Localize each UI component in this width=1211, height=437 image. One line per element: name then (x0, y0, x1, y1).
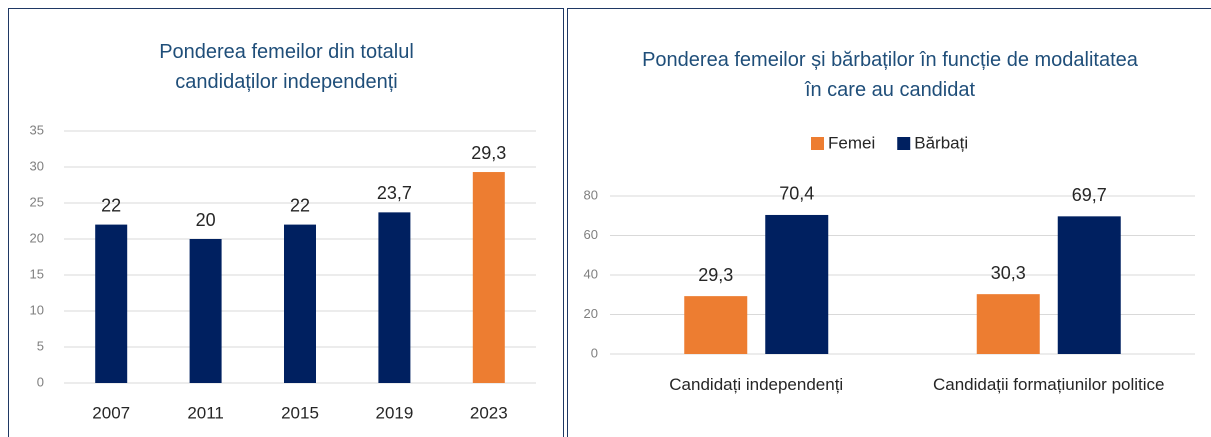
bar (284, 224, 316, 383)
value-label: 70,4 (779, 184, 814, 204)
y-tick-label: 0 (37, 374, 44, 389)
bar (472, 172, 505, 383)
y-tick-label: 25 (30, 194, 44, 209)
x-tick-label: 2019 (375, 403, 413, 422)
y-tick-label: 40 (584, 266, 598, 281)
x-tick-label-box: Candidații formațiunilor politice (932, 375, 1165, 394)
chart: Ponderea femeilor din totalul candidațil… (30, 41, 536, 422)
y-tick-label: 15 (30, 266, 44, 281)
x-tick-label: 2011 (187, 403, 224, 422)
y-tick-label: 5 (37, 338, 44, 353)
value-label: 29,3 (471, 143, 506, 163)
legend-swatch (897, 137, 911, 150)
x-tick-label: 2023 (470, 403, 508, 422)
value-label: 69,7 (1072, 185, 1107, 205)
x-tick-label: 2007 (92, 403, 130, 422)
x-tick-label-box: Candidați independenți (669, 375, 844, 394)
legend-label: Femei (828, 133, 875, 152)
chart: Ponderea femeilor și bărbaților în funcț… (584, 49, 1195, 394)
bar (1057, 216, 1121, 354)
value-label: 23,7 (377, 183, 412, 203)
panel (8, 8, 564, 437)
y-tick-label: 10 (30, 302, 44, 317)
bar (189, 239, 222, 383)
x-tick-label: Candidați independenți (669, 375, 844, 394)
bar (684, 296, 748, 354)
bar (95, 224, 128, 383)
value-label: 20 (196, 210, 216, 230)
bar (765, 214, 829, 354)
chart-title-box: Ponderea femeilor și bărbaților în funcț… (642, 49, 1138, 101)
value-label: 30,3 (991, 263, 1026, 283)
y-tick-label: 80 (584, 187, 598, 202)
value-label: 29,3 (698, 265, 733, 285)
legend-label: Bărbați (914, 133, 968, 152)
chart-title: Ponderea femeilor și bărbaților în funcț… (642, 49, 1138, 101)
x-tick-label: 2015 (281, 403, 319, 422)
y-tick-label: 30 (30, 158, 44, 173)
value-label: 22 (101, 195, 121, 215)
chart-title: Ponderea femeilor din totalul candidațil… (159, 41, 414, 93)
legend-swatch (811, 137, 824, 150)
y-tick-label: 60 (584, 227, 598, 242)
chart-title-box: Ponderea femeilor din totalul candidațil… (159, 41, 414, 93)
value-label: 22 (290, 195, 310, 215)
panel (567, 8, 1211, 437)
y-tick-label: 35 (30, 122, 44, 137)
y-tick-label: 20 (30, 230, 44, 245)
y-tick-label: 20 (584, 306, 598, 321)
y-tick-label: 0 (591, 345, 598, 360)
x-tick-label: Candidații formațiunilor politice (932, 375, 1165, 394)
bar (976, 294, 1040, 354)
bar (378, 212, 411, 383)
